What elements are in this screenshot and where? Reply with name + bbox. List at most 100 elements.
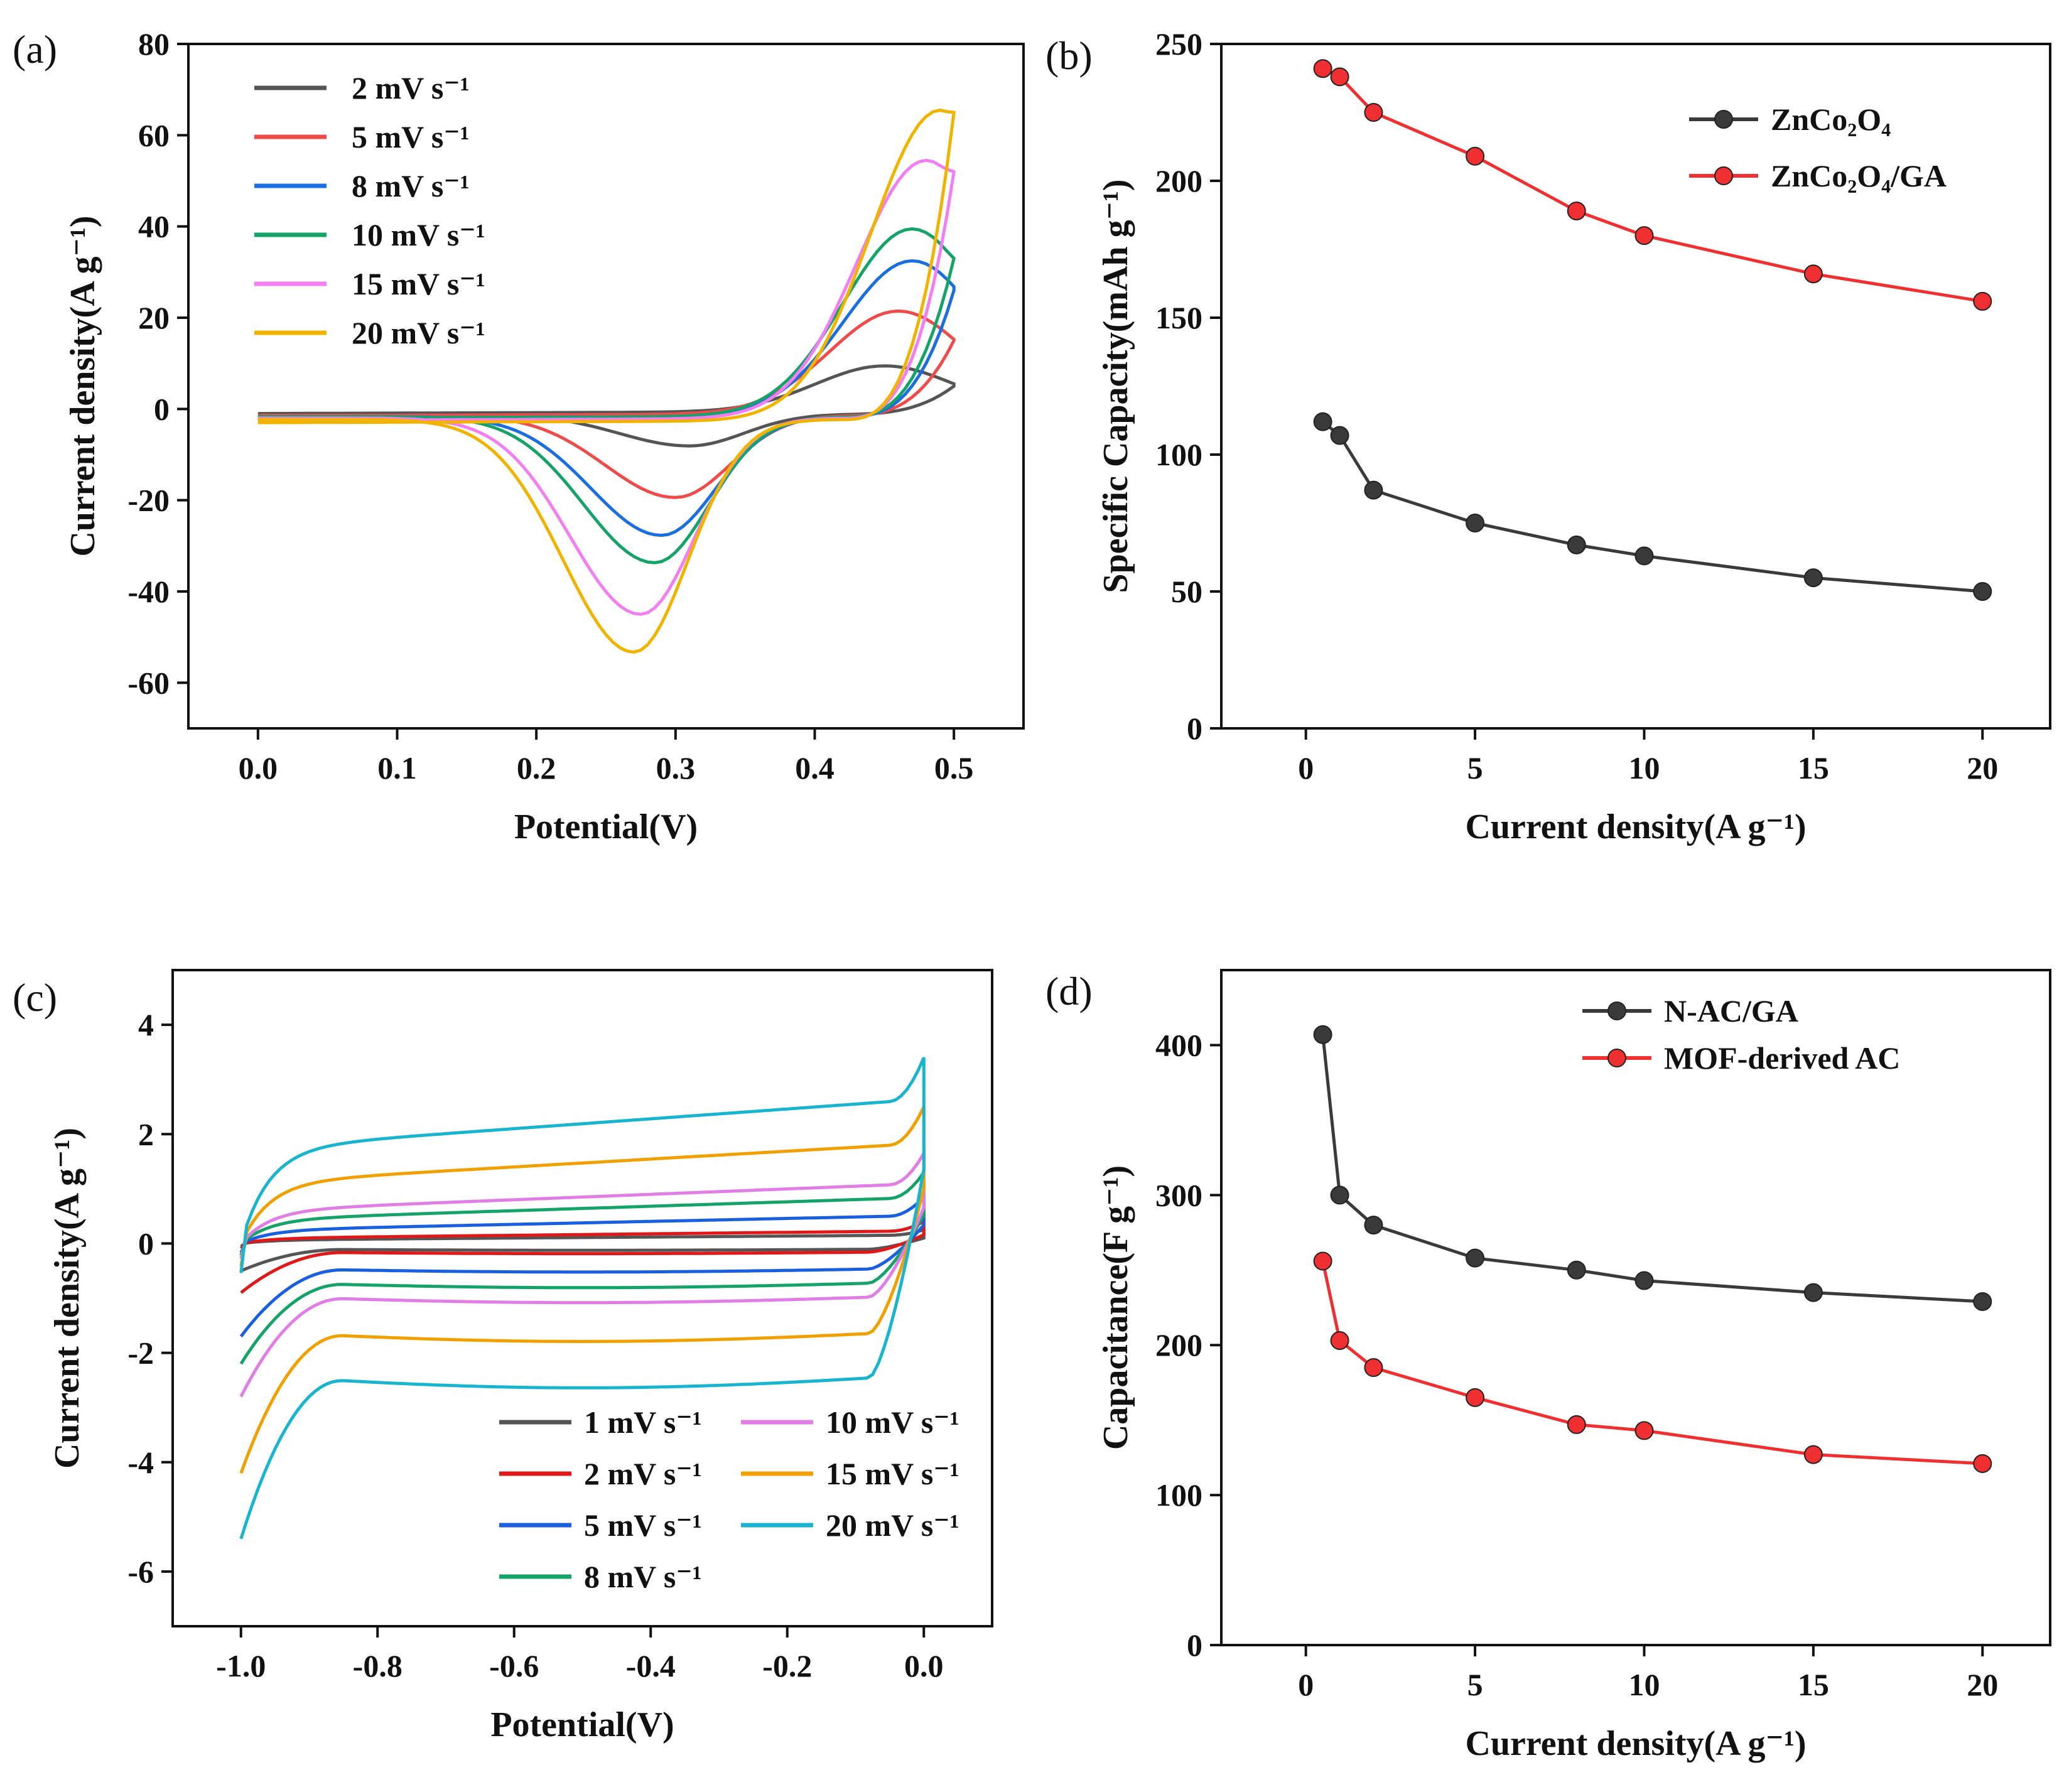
y-tick-label: 0 [154,391,170,426]
x-tick-label: 0.2 [517,750,556,785]
legend-label: 5 mV s⁻¹ [352,119,470,154]
data-point [1313,412,1332,431]
y-tick-label: 100 [1155,1477,1202,1513]
x-tick-label: -0.6 [489,1648,539,1683]
x-tick-label: 0.5 [934,750,974,785]
x-tick-label: 0.3 [656,750,696,785]
panel-a: 0.0 0.1 0.2 0.3 0.4 0.5 -60 -40 -20 0 20 40 60 80 Pote… [13,26,1025,846]
legend-label: MOF-derived AC [1664,1040,1900,1076]
y-tick-label: -4 [127,1445,154,1480]
x-axis-label: Potential(V) [514,807,698,846]
y-axis-label: Current density(A g⁻¹) [63,215,102,556]
y-tick-label: 150 [1155,300,1202,335]
data-point [1466,514,1485,532]
x-axis-label: Potential(V) [490,1705,674,1744]
data-point [1313,59,1332,78]
data-point [1330,1331,1349,1351]
panel-label: (a) [13,27,57,72]
y-tick-label: 250 [1155,26,1202,62]
legend-marker [1607,1001,1626,1020]
panel-label: (c) [13,975,57,1020]
plot-frame [187,43,1025,730]
y-tick-label: -60 [127,665,170,700]
y-tick-label: -6 [127,1554,154,1589]
y-axis-label: Capacitance(F g⁻¹) [1096,1165,1135,1450]
data-point [1466,1248,1485,1268]
x-axis-label: Current density(A g⁻¹) [1465,807,1806,846]
data-point [1330,426,1349,445]
legend-label: 15 mV s⁻¹ [352,266,485,301]
data-point [1634,1271,1654,1290]
y-tick-label: 0 [138,1226,154,1261]
plot-frame [1220,43,2051,730]
y-tick-label: 0 [1187,711,1202,746]
y-tick-label: 0 [1187,1627,1202,1663]
y-tick-label: 300 [1155,1177,1202,1212]
cv-curve [257,227,956,564]
data-point [1567,201,1586,220]
x-tick-label: 20 [1967,750,1998,785]
cv-curve [257,364,956,448]
legend-label: 10 mV s⁻¹ [826,1405,959,1440]
y-tick-label: 60 [138,117,170,153]
y-tick-label: -2 [127,1336,154,1371]
data-point [1330,67,1349,87]
y-tick-label: 400 [1155,1027,1202,1062]
plot-frame [171,969,993,1627]
legend-label: ZnCo₂O₄/GA [1771,158,1947,193]
data-point [1313,1251,1332,1271]
legend-label: 15 mV s⁻¹ [826,1456,959,1491]
x-tick-label: 0 [1298,750,1314,785]
x-tick-label: 20 [1967,1667,1998,1702]
cv-curve [239,1106,926,1474]
legend-label: 20 mV s⁻¹ [826,1508,959,1543]
x-tick-label: 10 [1628,1667,1660,1702]
panel-label: (d) [1045,969,1093,1013]
y-axis-label: Current density(A g⁻¹) [48,1128,87,1469]
y-tick-label: 20 [138,300,170,335]
cv-curve [257,158,956,616]
data-point [1634,1421,1654,1440]
y-tick-label: 2 [138,1116,154,1152]
data-point [1803,1445,1823,1464]
plot-frame [1220,969,2051,1646]
legend-label: 1 mV s⁻¹ [584,1405,702,1440]
data-point [1364,1216,1383,1235]
x-tick-label: 5 [1467,750,1483,785]
y-axis-label: Specific Capacity(mAh g⁻¹) [1096,179,1135,593]
x-tick-label: 15 [1798,750,1829,785]
data-point [1803,1283,1823,1302]
data-point [1364,1358,1383,1378]
data-point [1466,146,1485,166]
legend-label: 2 mV s⁻¹ [584,1456,702,1491]
x-tick-label: -0.2 [762,1648,812,1683]
y-tick-label: 200 [1155,163,1202,198]
data-point [1973,291,1992,311]
y-tick-label: 4 [138,1007,154,1042]
legend-label: 20 mV s⁻¹ [352,315,485,350]
legend-label: 5 mV s⁻¹ [584,1508,702,1543]
data-point [1364,103,1383,122]
x-tick-label: 0.0 [239,750,278,785]
legend-label: 8 mV s⁻¹ [584,1559,702,1594]
data-point [1803,568,1823,588]
legend-marker [1607,1049,1626,1067]
x-tick-label: -1.0 [216,1648,266,1683]
legend-label: ZnCo₂O₄ [1771,102,1891,137]
x-axis-label: Current density(A g⁻¹) [1465,1724,1806,1763]
y-tick-label: 200 [1155,1327,1202,1363]
legend-marker [1714,166,1733,185]
x-tick-label: 0.0 [904,1648,944,1683]
panel-c: -1.0 -0.8 -0.6 -0.4 -0.2 0.0 -6 -4 -2 0 2 4 Potentia… [13,969,993,1744]
cv-curve [257,108,956,654]
y-tick-label: 80 [138,26,170,62]
y-tick-label: -40 [127,574,170,609]
panel-label: (b) [1045,33,1093,78]
legend-label: 8 mV s⁻¹ [352,168,470,203]
x-tick-label: 0.4 [795,750,835,785]
x-tick-label: 10 [1628,750,1660,785]
legend-marker [1714,110,1733,129]
y-tick-label: 100 [1155,437,1202,472]
y-tick-label: -20 [127,483,170,518]
